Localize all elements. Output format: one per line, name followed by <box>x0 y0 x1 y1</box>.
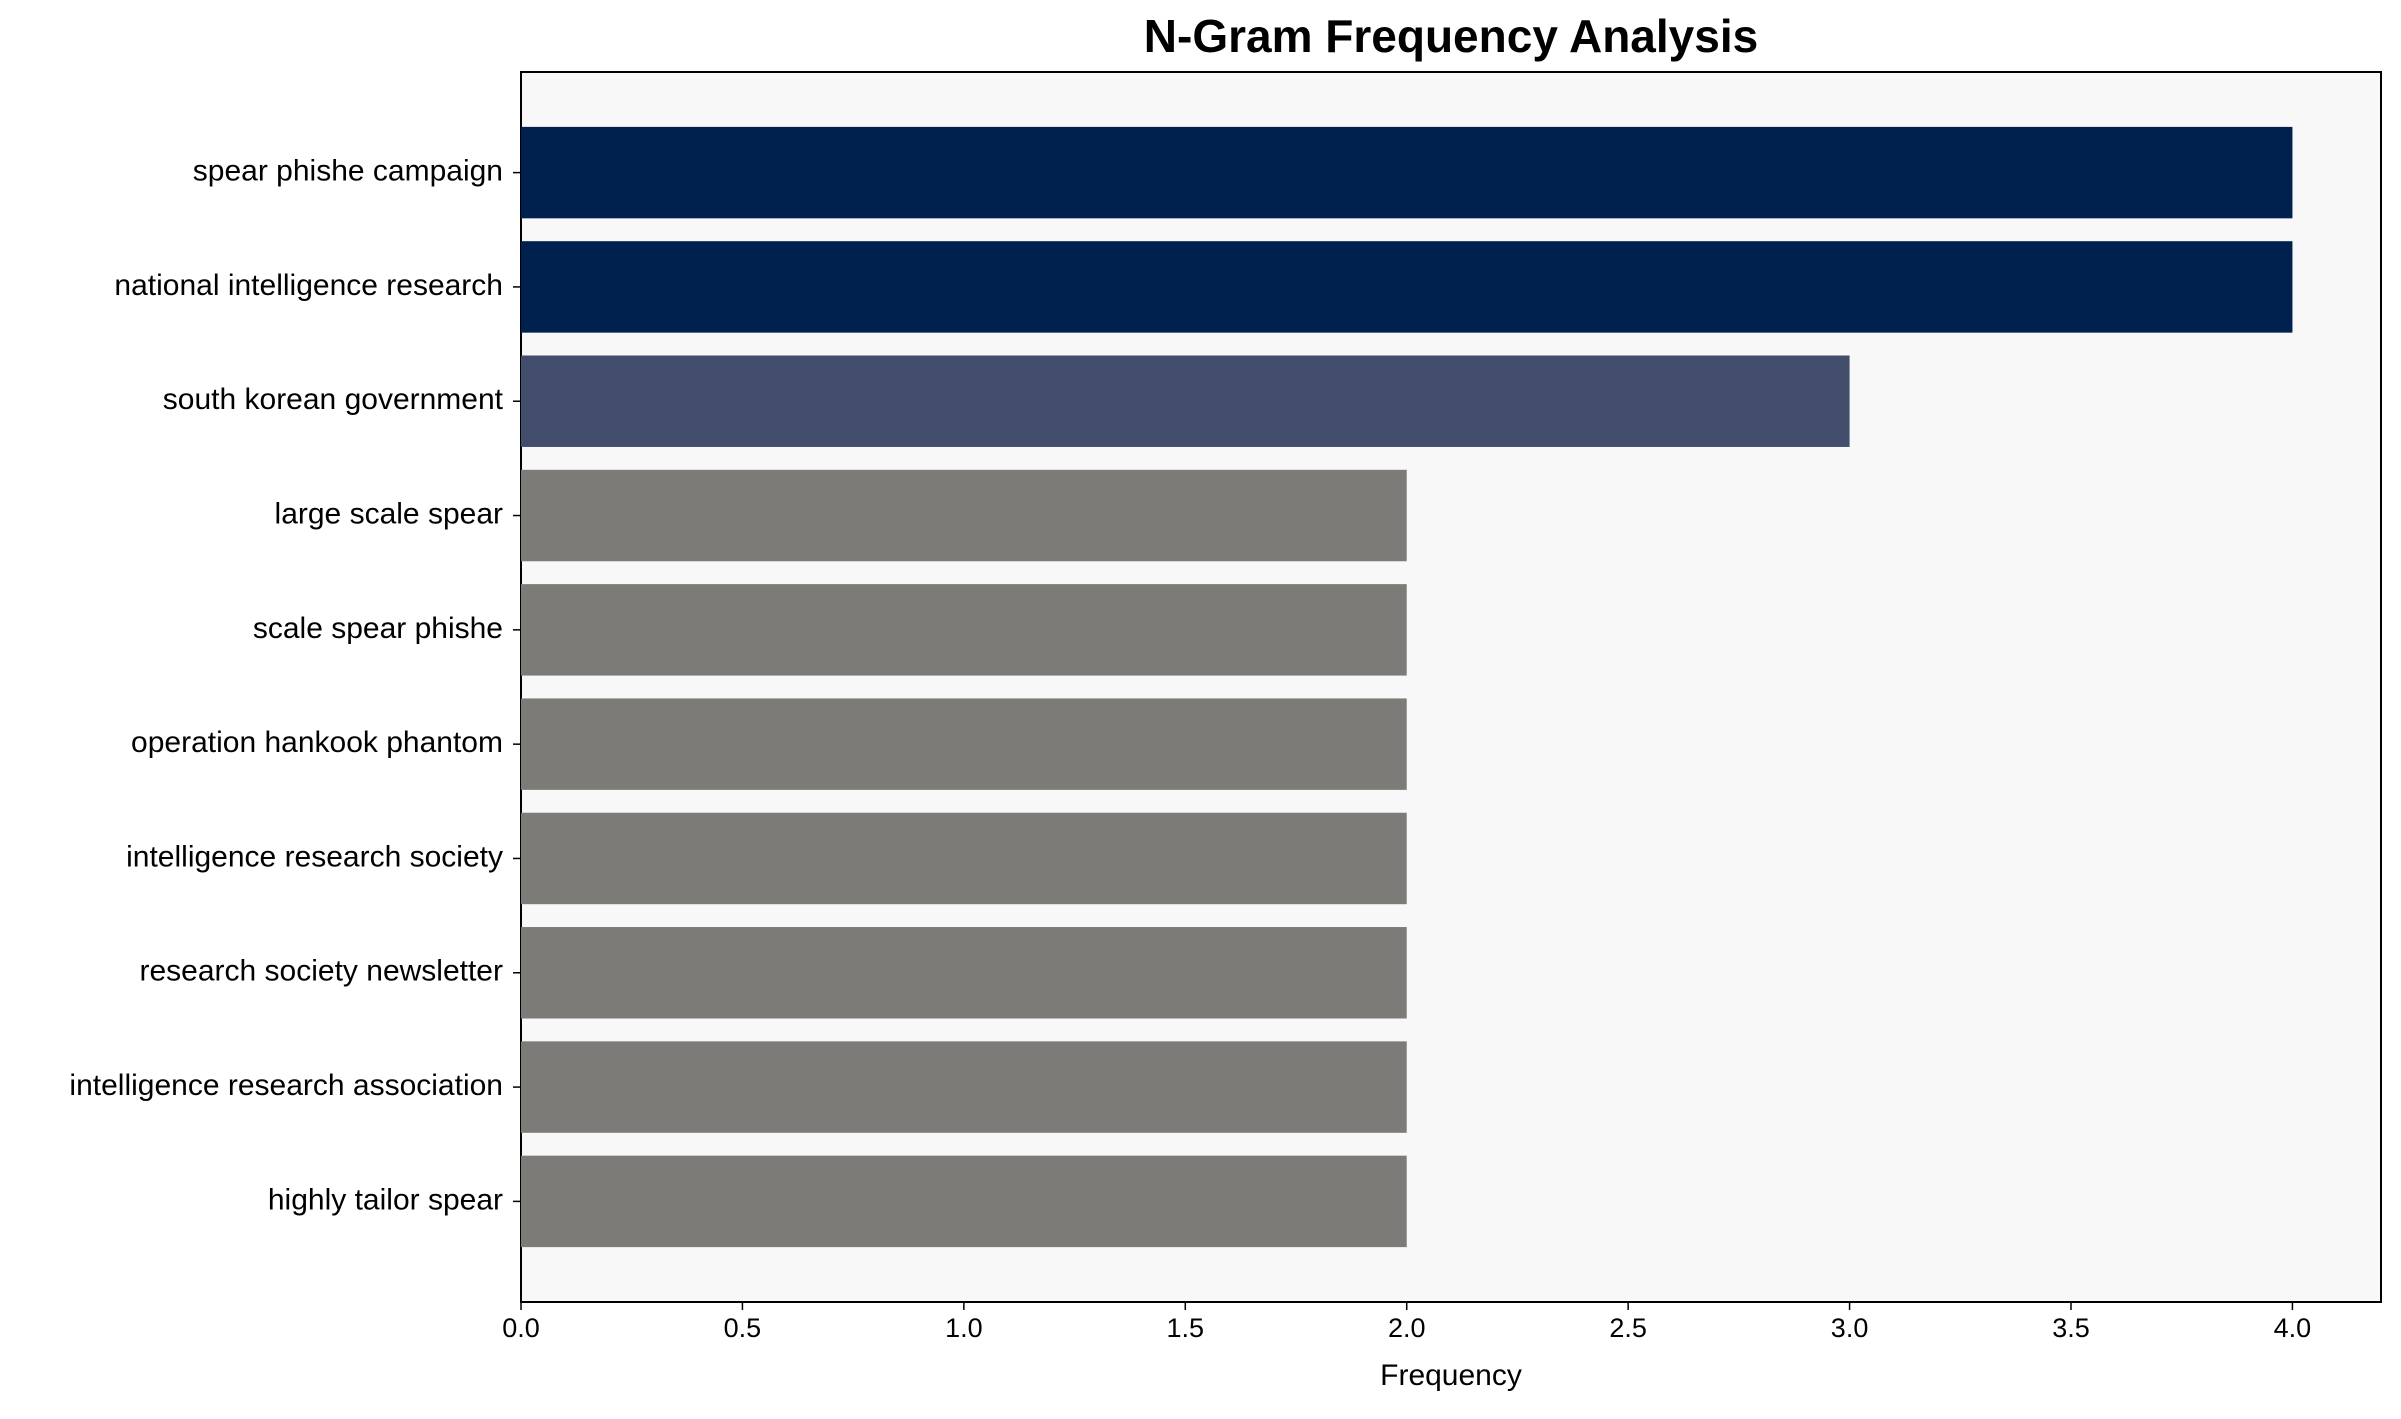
y-tick-label: intelligence research society <box>126 840 503 873</box>
bar <box>521 355 1850 447</box>
y-tick-label: operation hankook phantom <box>131 726 503 759</box>
x-tick-label: 0.5 <box>724 1313 762 1343</box>
chart-title: N-Gram Frequency Analysis <box>1144 10 1758 62</box>
x-axis-label: Frequency <box>1380 1359 1522 1392</box>
x-tick-label: 2.0 <box>1388 1313 1426 1343</box>
y-tick-label: large scale spear <box>275 497 503 530</box>
y-tick-label: scale spear phishe <box>253 612 503 645</box>
bar <box>521 241 2293 333</box>
y-tick-label: south korean government <box>163 383 504 416</box>
y-tick-label: intelligence research association <box>69 1069 503 1102</box>
x-tick-label: 1.5 <box>1167 1313 1205 1343</box>
x-tick-label: 4.0 <box>2274 1313 2312 1343</box>
bar <box>521 1155 1407 1248</box>
bar <box>521 812 1407 905</box>
bar <box>521 927 1407 1019</box>
bar <box>521 698 1407 790</box>
y-tick-label: national intelligence research <box>114 269 503 302</box>
x-tick-label: 0.0 <box>502 1313 540 1343</box>
y-tick-label: research society newsletter <box>140 955 504 988</box>
x-tick-label: 3.5 <box>2052 1313 2090 1343</box>
bar <box>521 126 2293 219</box>
x-tick-label: 3.0 <box>1831 1313 1869 1343</box>
y-tick-label: spear phishe campaign <box>193 155 503 188</box>
bar <box>521 469 1407 562</box>
y-tick-label: highly tailor spear <box>268 1183 503 1216</box>
bar <box>521 1041 1407 1133</box>
x-tick-label: 2.5 <box>1609 1313 1647 1343</box>
bar <box>521 584 1407 676</box>
x-tick-label: 1.0 <box>945 1313 983 1343</box>
